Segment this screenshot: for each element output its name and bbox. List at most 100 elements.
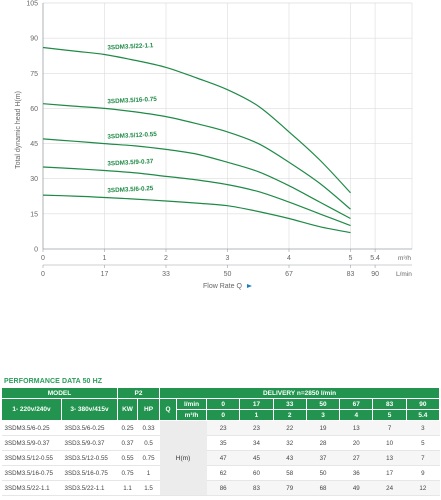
- header-m3h-3: 3: [305, 409, 341, 421]
- chart-grid: [43, 2, 413, 249]
- y-tick-label: 75: [30, 71, 38, 78]
- model-380-cell: 3SD3.5/6-0.25: [61, 420, 118, 436]
- model-220-cell: 3SDM3.5/12-0.55: [1, 450, 62, 466]
- x-axis-unit-m3h: m³/h: [398, 255, 411, 262]
- table-row: 3SDM3.5/9-0.37 3SD3.5/9-0.37 0.37 0.5 35…: [1, 435, 440, 451]
- header-model-380: 3- 380v/415v: [60, 398, 119, 421]
- x-axis-unit-lmin: L/min: [396, 271, 412, 278]
- head-value-cell: 58: [273, 465, 307, 481]
- x-tick-label-lmin: 83: [347, 271, 355, 278]
- y-axis-label: Total dynamic head H(m): [15, 91, 22, 169]
- model-380-cell: 3SD3.5/9-0.37: [61, 435, 118, 451]
- series-line: [42, 166, 351, 227]
- head-value-cell: 23: [239, 420, 274, 436]
- head-value-cell: 17: [372, 465, 407, 481]
- x-tick-label-m3h: 5: [349, 255, 353, 262]
- x-tick-label-m3h: 4: [287, 255, 291, 262]
- header-m3h-6: 5.4: [405, 409, 441, 421]
- kw-cell: 1.1: [117, 480, 138, 496]
- header-m3h-unit: m³/h: [176, 409, 208, 421]
- x-tick-label-m3h: 2: [164, 255, 168, 262]
- hp-cell: 0.75: [137, 450, 160, 466]
- head-value-cell: 7: [372, 420, 407, 436]
- kw-cell: 0.55: [117, 450, 138, 466]
- head-value-cell: 10: [372, 435, 407, 451]
- series-line: [42, 138, 351, 220]
- head-label-cell: H(m): [159, 420, 207, 496]
- head-value-cell: 62: [206, 465, 240, 481]
- model-380-cell: 3SD3.5/22-1.1: [61, 480, 118, 496]
- x-tick-label-m3h: 0: [41, 255, 45, 262]
- header-lmin-1: 17: [239, 398, 274, 410]
- x-axis-label: Flow Rate Q: [203, 283, 242, 290]
- header-lmin-5: 83: [372, 398, 407, 410]
- head-value-cell: 43: [273, 450, 307, 466]
- x-tick-label-lmin: 0: [41, 271, 45, 278]
- hp-cell: 1.5: [137, 480, 160, 496]
- y-tick-label: 0: [34, 247, 38, 254]
- series-label: 3SDM3.5/6-0.25: [107, 185, 154, 194]
- kw-cell: 0.75: [117, 465, 138, 481]
- head-value-cell: 47: [206, 450, 240, 466]
- series-line: [42, 103, 351, 210]
- head-value-cell: 35: [206, 435, 240, 451]
- chart-labels: 3SDM3.5/22-1.1 3SDM3.5/16-0.75 3SDM3.5/12-…: [107, 42, 157, 194]
- hp-cell: 1: [137, 465, 160, 481]
- header-lmin-3: 50: [305, 398, 341, 410]
- table-row: 3SDM3.5/12-0.55 3SD3.5/12-0.55 0.55 0.75…: [1, 450, 440, 466]
- header-hp: HP: [137, 398, 161, 421]
- head-value-cell: 12: [406, 480, 440, 496]
- head-value-cell: 19: [306, 420, 340, 436]
- head-value-cell: 86: [206, 480, 240, 496]
- header-lmin-2: 33: [272, 398, 307, 410]
- head-value-cell: 7: [406, 450, 440, 466]
- header-lmin-0: 0: [206, 398, 241, 410]
- head-value-cell: 79: [273, 480, 307, 496]
- head-value-cell: 20: [339, 435, 373, 451]
- head-value-cell: 22: [273, 420, 307, 436]
- header-model-220: 1- 220v/240v: [1, 398, 62, 421]
- header-kw: KW: [117, 398, 139, 421]
- y-tick-label: 15: [30, 211, 38, 218]
- y-tick-label: 45: [30, 141, 38, 148]
- hp-cell: 0.33: [137, 420, 160, 436]
- series-label: 3SDM3.5/16-0.75: [107, 96, 157, 106]
- y-tick-label: 60: [30, 106, 38, 113]
- series-line: [42, 194, 351, 234]
- head-value-cell: 13: [339, 420, 373, 436]
- model-220-cell: 3SDM3.5/6-0.25: [1, 420, 62, 436]
- kw-cell: 0.37: [117, 435, 138, 451]
- header-delivery: DELIVERY n=2850 l/min: [159, 387, 440, 399]
- head-value-cell: 24: [372, 480, 407, 496]
- performance-table: MODEL P2 DELIVERY n=2850 l/min 1- 220v/2…: [0, 387, 441, 496]
- hp-cell: 0.5: [137, 435, 160, 451]
- head-value-cell: 28: [306, 435, 340, 451]
- head-value-cell: 32: [273, 435, 307, 451]
- x-tick-label-lmin: 50: [224, 271, 232, 278]
- table-row: 3SDM3.5/16-0.75 3SD3.5/16-0.75 0.75 1 62…: [1, 465, 440, 481]
- head-value-cell: 5: [406, 435, 440, 451]
- x-tick-label-m3h: 1: [103, 255, 107, 262]
- head-value-cell: 9: [406, 465, 440, 481]
- head-value-cell: 83: [239, 480, 274, 496]
- table-row: 3SDM3.5/6-0.25 3SD3.5/6-0.25 0.25 0.33 H…: [1, 420, 440, 496]
- header-m3h-4: 4: [339, 409, 374, 421]
- chart-curves: [42, 46, 351, 234]
- header-lmin-unit: l/min: [176, 398, 208, 410]
- y-tick-label: 30: [30, 176, 38, 183]
- table-row: 3SDM3.5/22-1.1 3SD3.5/22-1.1 1.1 1.5 86 …: [1, 480, 440, 496]
- kw-cell: 0.25: [117, 420, 138, 436]
- head-value-cell: 49: [339, 480, 373, 496]
- head-value-cell: 36: [339, 465, 373, 481]
- header-lmin-6: 90: [405, 398, 441, 410]
- model-380-cell: 3SD3.5/12-0.55: [61, 450, 118, 466]
- head-value-cell: 45: [239, 450, 274, 466]
- head-value-cell: 37: [306, 450, 340, 466]
- series-label: 3SDM3.5/22-1.1: [107, 42, 154, 51]
- x-tick-label-lmin: 67: [285, 271, 293, 278]
- head-value-cell: 50: [306, 465, 340, 481]
- performance-data-title: PERFORMANCE DATA 50 HZ: [4, 378, 103, 385]
- series-label: 3SDM3.5/12-0.55: [107, 131, 157, 141]
